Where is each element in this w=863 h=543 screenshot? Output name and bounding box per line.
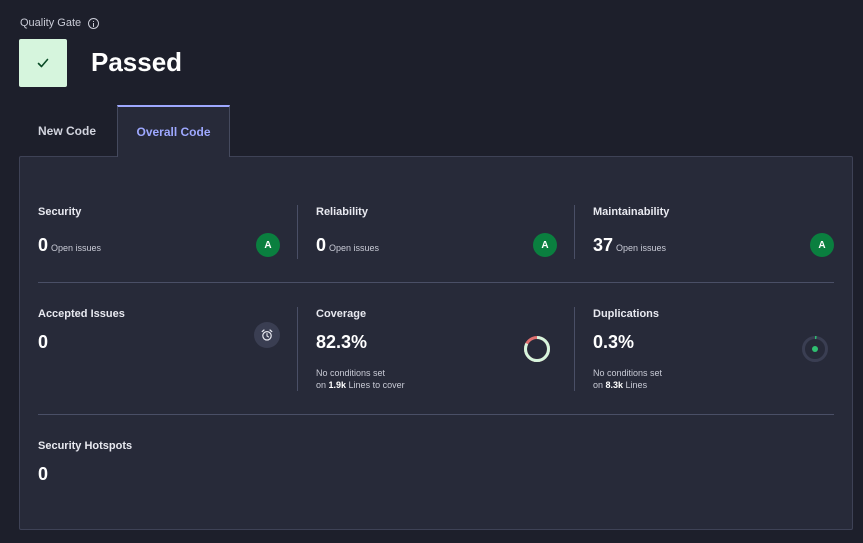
- maintainability-value[interactable]: 37 Open issues: [593, 235, 666, 256]
- duplications-lines-suffix: Lines: [623, 380, 648, 390]
- reliability-value[interactable]: 0 Open issues: [316, 235, 379, 256]
- tab-connector: [118, 155, 229, 158]
- quality-gate-status-badge: [19, 39, 67, 87]
- coverage-conditions: No conditions set: [316, 368, 386, 378]
- coverage-lines-prefix: on: [316, 380, 329, 390]
- coverage-lines-count: 1.9k: [328, 380, 347, 390]
- divider: [574, 205, 575, 259]
- quality-gate-label-text: Quality Gate: [20, 17, 82, 29]
- tab-overall-code[interactable]: Overall Code: [117, 105, 230, 157]
- coverage-title: Coverage: [316, 308, 367, 320]
- info-icon[interactable]: [88, 17, 100, 29]
- accepted-issues-title: Accepted Issues: [38, 308, 125, 320]
- coverage-lines: on 1.9k Lines to cover: [316, 379, 405, 391]
- maintainability-unit: Open issues: [616, 243, 667, 253]
- duplications-lines: on 8.3k Lines: [593, 379, 647, 391]
- maintainability-count: 37: [593, 235, 614, 255]
- security-value[interactable]: 0 Open issues: [38, 235, 101, 256]
- reliability-title: Reliability: [316, 206, 368, 218]
- divider: [297, 307, 298, 391]
- maintainability-title: Maintainability: [593, 206, 670, 218]
- metrics-panel: Security 0 Open issues A Reliability 0 Ope…: [19, 156, 853, 530]
- duplications-dot: [812, 346, 818, 352]
- reliability-unit: Open issues: [329, 243, 380, 253]
- coverage-lines-suffix: Lines to cover: [346, 380, 405, 390]
- duplications-lines-prefix: on: [593, 380, 606, 390]
- coverage-donut-icon: [524, 336, 550, 362]
- tab-new-code[interactable]: New Code: [38, 124, 97, 138]
- coverage-covered-arc: [524, 336, 550, 362]
- quality-gate-label: Quality Gate: [20, 17, 100, 29]
- duplications-value[interactable]: 0.3%: [593, 332, 635, 352]
- coverage-value[interactable]: 82.3%: [316, 332, 368, 352]
- maintainability-grade-badge[interactable]: A: [810, 233, 834, 257]
- security-count: 0: [38, 235, 49, 255]
- security-title: Security: [38, 206, 82, 218]
- reliability-count: 0: [316, 235, 327, 255]
- duplications-title: Duplications: [593, 308, 660, 320]
- reliability-grade-badge[interactable]: A: [533, 233, 557, 257]
- security-grade-badge[interactable]: A: [256, 233, 280, 257]
- check-icon: [37, 58, 49, 68]
- duplications-conditions: No conditions set: [593, 368, 663, 378]
- security-unit: Open issues: [51, 243, 102, 253]
- accepted-issues-value[interactable]: 0: [38, 332, 49, 352]
- duplications-arc: [802, 336, 828, 362]
- security-hotspots-title: Security Hotspots: [38, 440, 133, 452]
- row-divider: [38, 282, 834, 283]
- row-divider: [38, 414, 834, 415]
- alarm-clock-icon: [254, 322, 280, 348]
- quality-gate-status: Passed: [91, 47, 183, 77]
- divider: [297, 205, 298, 259]
- divider: [574, 307, 575, 391]
- duplications-donut-icon: [802, 336, 828, 362]
- security-hotspots-value[interactable]: 0: [38, 464, 49, 484]
- duplications-lines-count: 8.3k: [605, 380, 624, 390]
